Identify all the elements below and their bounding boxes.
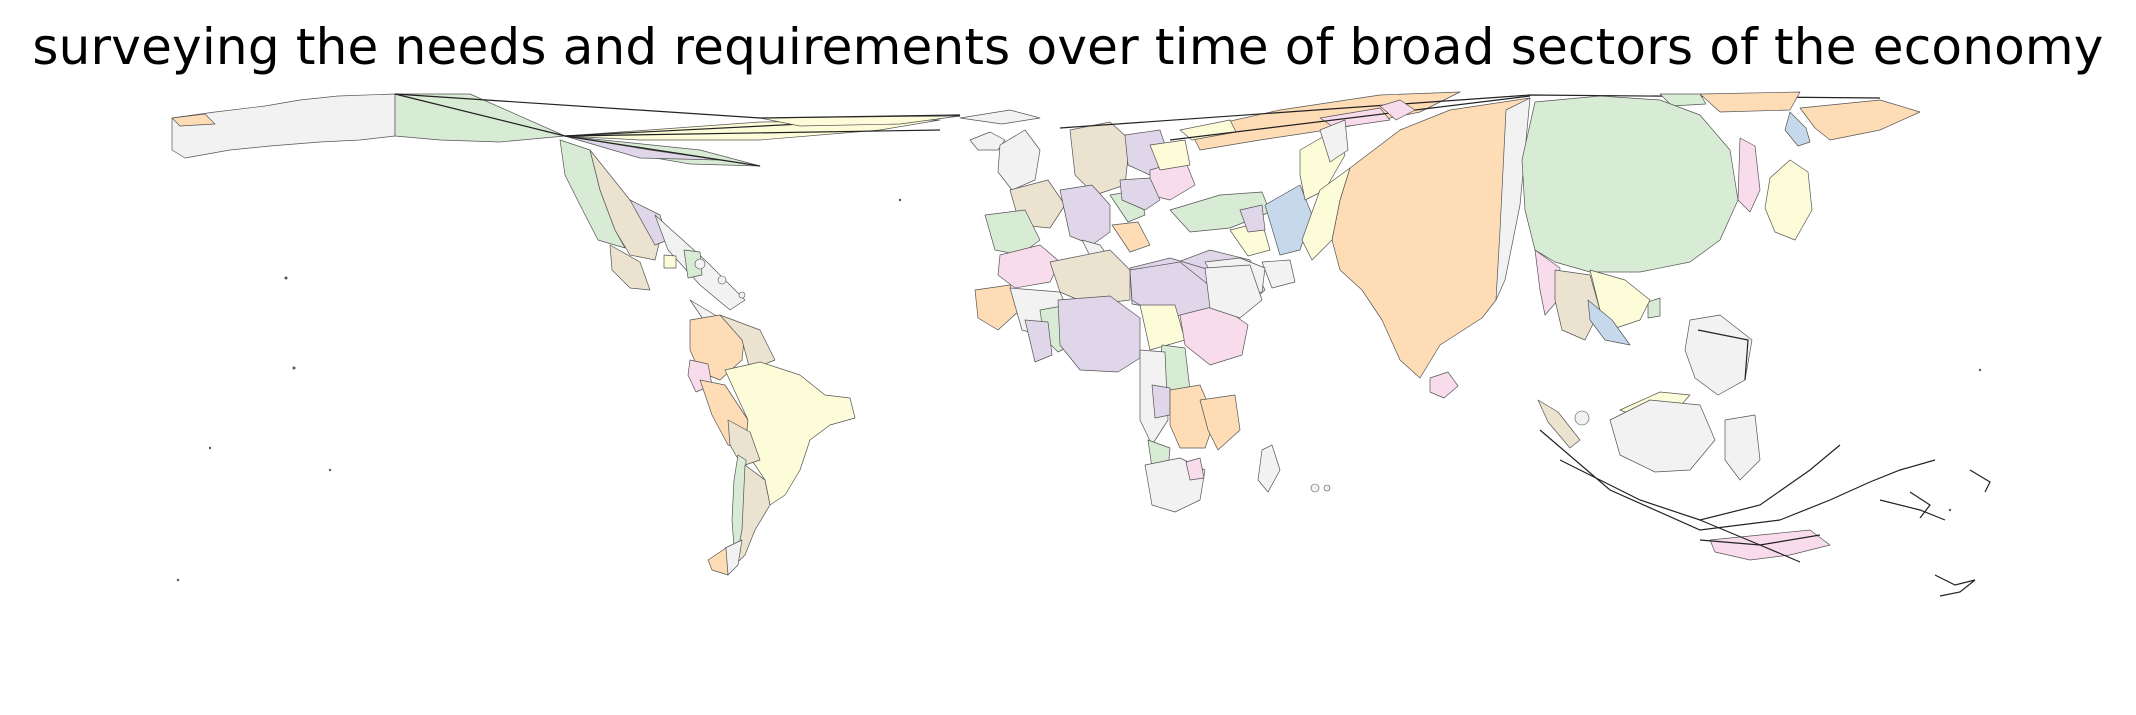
tierra-del-fuego: [707, 547, 729, 576]
dot: [208, 446, 212, 450]
arctic-pink-oval: [1379, 99, 1416, 121]
arctic-line-4: [394, 93, 566, 137]
pacific-islet-a: [1969, 469, 1991, 493]
germany-region: [1059, 184, 1111, 246]
south-asia: [1301, 97, 1531, 399]
arctic-russia-line-2: [1169, 95, 1531, 141]
map-title: surveying the needs and requirements ove…: [32, 18, 2104, 76]
islet: [717, 275, 727, 285]
canada-region: [394, 93, 566, 143]
pacific-islet-b: [1909, 491, 1931, 519]
northern-asia: [1059, 91, 1921, 151]
africa: [974, 244, 1331, 513]
madagascar: [1257, 444, 1281, 493]
gulf-region: [1261, 259, 1296, 289]
korea-region: [1737, 137, 1761, 213]
greenland-strip: [959, 109, 1041, 125]
alaska-region: [171, 93, 396, 159]
west-africa-strip: [974, 284, 1021, 331]
dot: [292, 366, 296, 370]
taiwan: [1647, 297, 1661, 319]
north-america: [171, 93, 961, 311]
arctic-line-2: [564, 129, 941, 137]
south-america: [687, 314, 856, 576]
sri-lanka: [1429, 371, 1459, 399]
europe: [969, 121, 1196, 269]
indonesia-central: [1609, 399, 1716, 473]
argentina-region: [734, 464, 771, 566]
far-west-strip: [171, 113, 216, 127]
asian-green-strip: [1659, 93, 1707, 107]
usa-yellow-patch: [663, 254, 677, 269]
morocco-region: [997, 244, 1061, 289]
myanmar-region: [1534, 249, 1561, 316]
usa-green-patch: [683, 249, 703, 279]
australia-east: [1709, 529, 1831, 561]
japan-region: [1764, 159, 1813, 241]
thailand-region: [1554, 269, 1601, 341]
pacific-dots: [176, 198, 1982, 582]
bolivia-region: [727, 419, 761, 467]
islet: [738, 291, 746, 299]
india-region: [1331, 97, 1531, 379]
dot: [1948, 508, 1952, 512]
malaysia-strip: [1537, 399, 1581, 449]
west-africa-purple: [1024, 319, 1053, 363]
archipelago-line: [1559, 444, 1841, 521]
laos-strip: [1587, 299, 1631, 346]
islet: [1310, 483, 1320, 493]
new-zealand: [1934, 574, 1976, 597]
pacific-arc: [1779, 459, 1936, 521]
dot: [898, 198, 902, 202]
mozambique-strip: [1199, 394, 1241, 451]
lesotho-pink: [1185, 457, 1205, 481]
balkans: [1111, 221, 1151, 253]
dot: [284, 276, 288, 280]
kamchatka-region: [1799, 99, 1921, 141]
east-africa-strip: [1204, 264, 1263, 319]
arctic-canada-strip: [759, 115, 961, 127]
central-asia-strip: [1319, 119, 1349, 163]
congo-basin: [1057, 295, 1141, 373]
singapore: [1574, 410, 1590, 426]
dot: [328, 468, 332, 472]
north-line-west: [394, 93, 961, 119]
pacific-arc-2: [1879, 499, 1946, 521]
himalaya-strip: [1495, 97, 1531, 301]
arctic: [394, 93, 1041, 127]
indonesia-east: [1724, 414, 1761, 481]
arctic-line-3: [564, 135, 761, 167]
dot: [176, 578, 180, 582]
russia-east: [1699, 91, 1801, 113]
islet: [694, 258, 706, 270]
philippines-region: [1684, 314, 1753, 396]
caucasus-region: [1239, 204, 1266, 233]
mexico-region: [609, 244, 651, 291]
dot: [1978, 368, 1982, 372]
china-region: [1521, 95, 1739, 273]
angola-region: [1151, 384, 1171, 419]
east-asia: [1521, 95, 1813, 319]
oceania: [1699, 459, 1991, 597]
ukraine-region: [1149, 139, 1191, 171]
southeast-asia: [1534, 249, 1841, 531]
islet: [1323, 484, 1331, 492]
sakhalin-strip: [1784, 111, 1811, 147]
uk-ireland: [997, 129, 1041, 191]
australia-line-2: [1699, 534, 1821, 546]
archipelago-line-2: [1539, 429, 1781, 531]
poland-region: [1119, 177, 1161, 211]
philippines-outline: [1697, 329, 1749, 381]
pakistan-strip: [1301, 167, 1351, 261]
